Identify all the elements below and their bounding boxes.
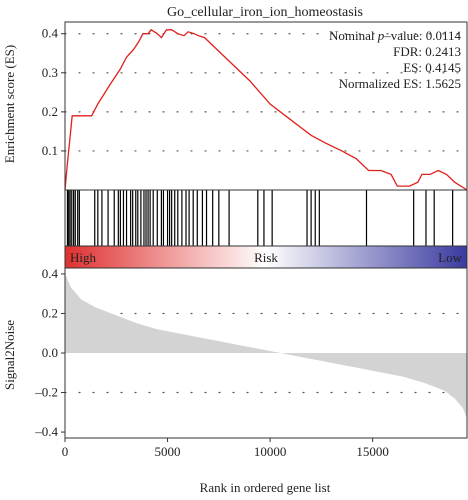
sn-y-tick-label: 0.2 <box>42 305 58 320</box>
sn-y-axis-label: Signal2Noise <box>2 320 17 390</box>
sn-panel-frame <box>64 267 468 439</box>
x-tick-label: 10000 <box>254 444 287 459</box>
sn-y-axis: 0.4 0.2 0.0 –0.2 –0.4 <box>34 266 65 439</box>
barcode-panel-frame <box>64 189 468 247</box>
chart-title: Go_cellular_iron_ion_homeostasis <box>167 5 363 20</box>
sn-y-tick-label: 0.0 <box>42 345 58 360</box>
es-y-tick-label: 0.2 <box>42 104 58 119</box>
pvalue-annotation: Nominal p–value: 0.0114 <box>329 28 462 43</box>
es-line <box>64 28 468 191</box>
hit-barcode <box>66 190 454 246</box>
sn-y-tick-label: –0.2 <box>34 385 58 400</box>
es-y-axis-label: Enrichment score (ES) <box>2 45 17 163</box>
sn-y-tick-label: 0.4 <box>42 266 59 281</box>
es-y-axis: 0.1 0.2 0.3 0.4 <box>42 26 65 158</box>
signal2noise-area <box>65 273 467 419</box>
x-tick-label: 5000 <box>155 444 181 459</box>
sn-x-axis: 0 5000 10000 15000 <box>62 438 389 459</box>
x-axis-label: Rank in ordered gene list <box>200 480 331 495</box>
es-y-tick-label: 0.4 <box>42 26 59 41</box>
es-y-tick-label: 0.1 <box>42 143 58 158</box>
es-annotation: ES: 0.4145 <box>403 60 461 75</box>
nes-annotation: Normalized ES: 1.5625 <box>339 76 461 91</box>
sn-y-tick-label: –0.4 <box>34 424 58 439</box>
stats-annotation: Nominal p–value: 0.0114 FDR: 0.2413 ES: … <box>329 28 462 91</box>
x-tick-label: 15000 <box>356 444 389 459</box>
gradient-label-high: High <box>70 250 97 265</box>
es-y-tick-label: 0.3 <box>42 65 58 80</box>
x-tick-label: 0 <box>62 444 69 459</box>
risk-gradient-bar <box>65 246 467 268</box>
gradient-label-low: Low <box>438 250 462 265</box>
fdr-annotation: FDR: 0.2413 <box>393 44 461 59</box>
gradient-label-risk: Risk <box>254 250 278 265</box>
